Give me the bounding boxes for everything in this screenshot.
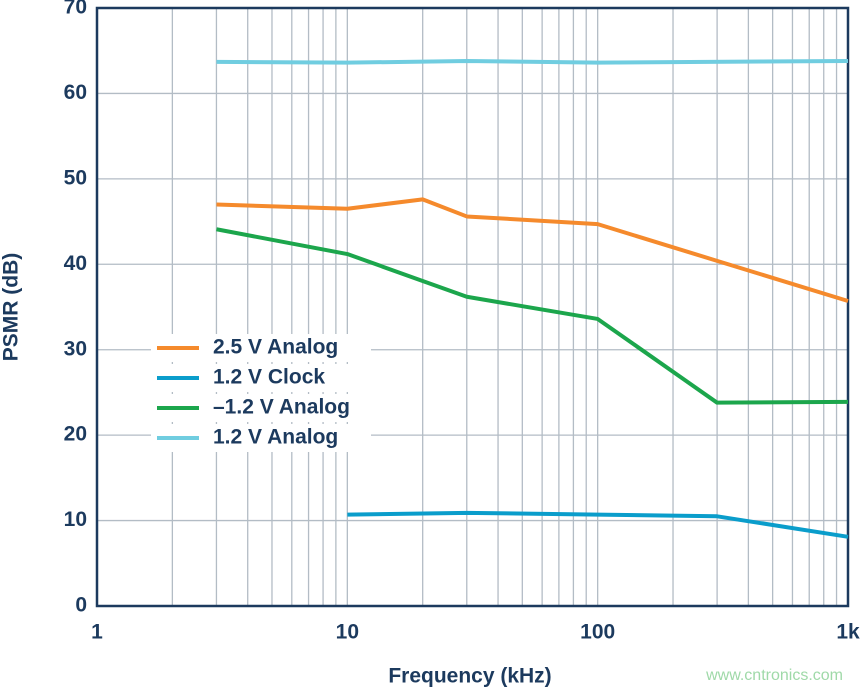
y-tick-label: 40	[64, 252, 87, 275]
x-tick-label: 1	[91, 621, 103, 644]
plot-frame	[95, 6, 850, 608]
line-series	[216, 197, 849, 303]
line-series	[347, 510, 849, 539]
y-tick-label: 70	[64, 0, 87, 19]
line-series	[216, 227, 849, 405]
y-tick-label: 20	[64, 423, 87, 446]
x-tick-label: 100	[580, 621, 615, 644]
y-tick-label: 10	[64, 508, 87, 531]
x-tick-label: 1k	[836, 621, 860, 644]
x-axis-label: Frequency (kHz)	[388, 665, 551, 688]
line-series	[216, 58, 849, 65]
legend-label: –1.2 V Analog	[213, 396, 350, 419]
legend-label: 1.2 V Clock	[213, 366, 325, 389]
legend-label: 1.2 V Analog	[213, 426, 338, 449]
y-tick-label: 60	[64, 81, 87, 104]
y-tick-label: 50	[64, 166, 87, 189]
legend-label: 2.5 V Analog	[213, 336, 338, 359]
y-tick-label: 0	[75, 594, 87, 617]
y-axis-label: PSMR (dB)	[0, 253, 23, 362]
y-tick-label: 30	[64, 337, 87, 360]
x-tick-label: 10	[336, 621, 359, 644]
watermark: www.cntronics.com	[705, 667, 843, 684]
